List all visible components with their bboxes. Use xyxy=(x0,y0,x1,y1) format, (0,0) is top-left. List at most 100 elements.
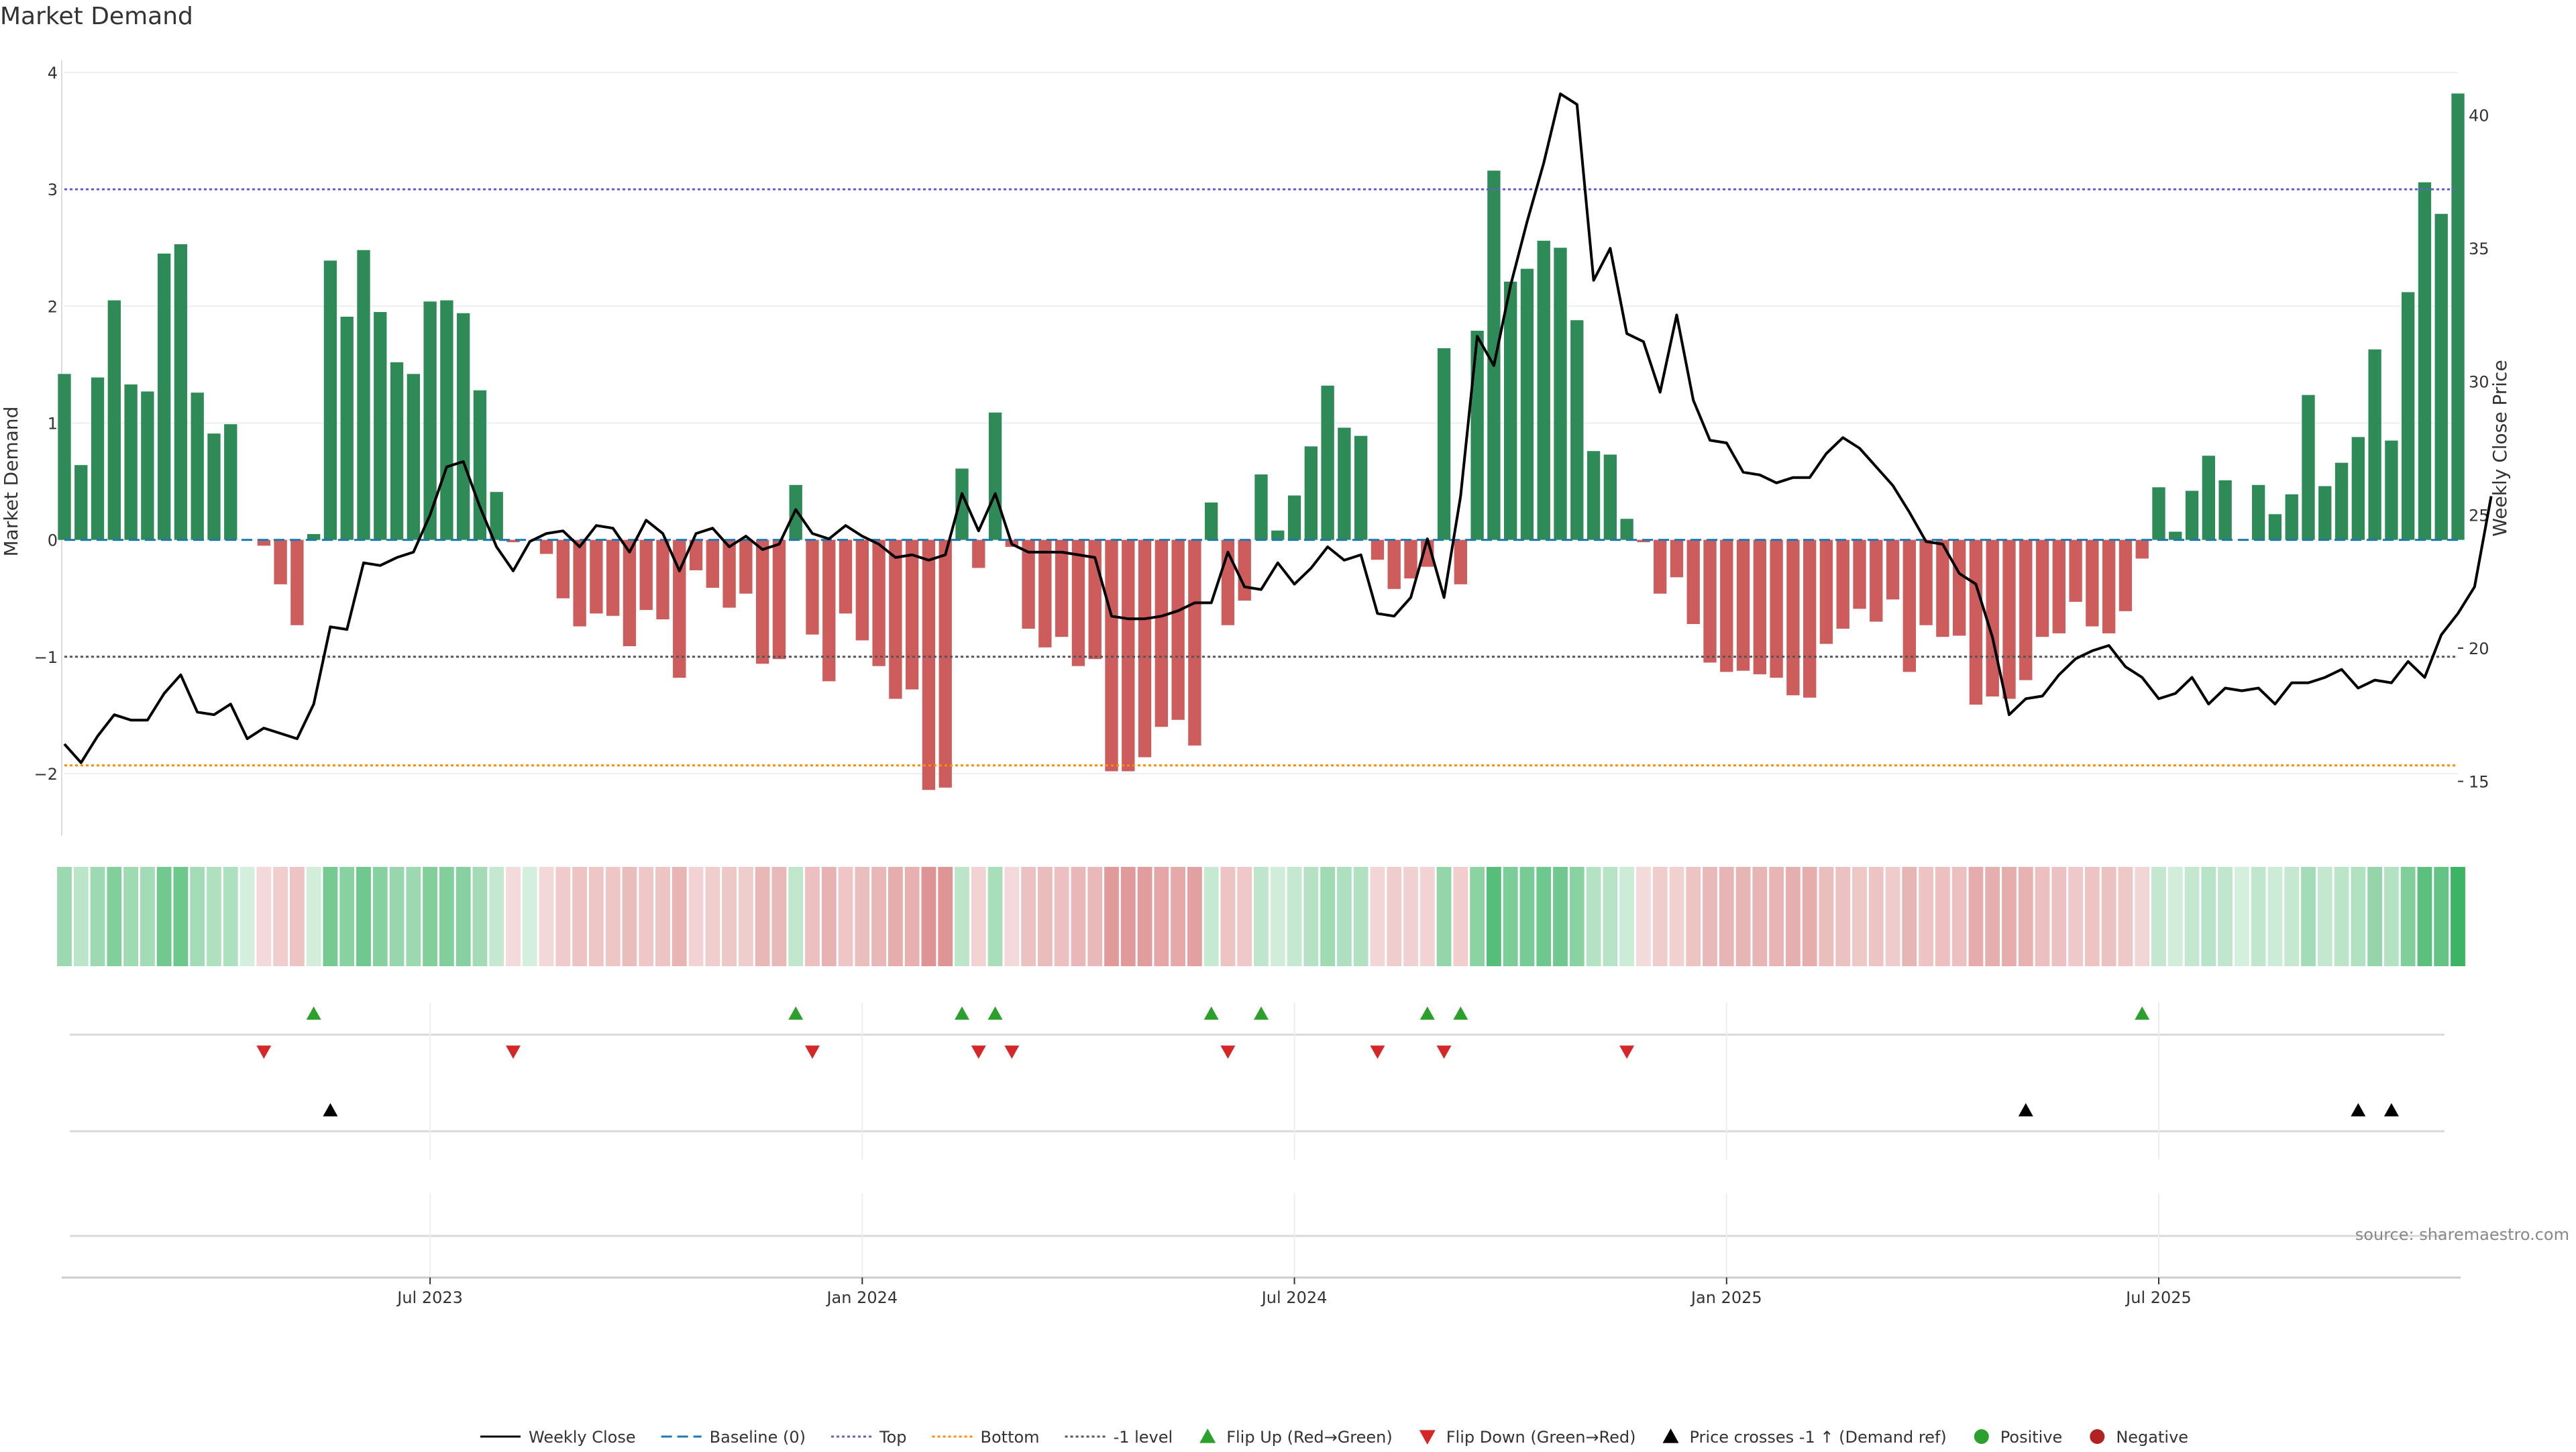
price-cross-marker xyxy=(2383,1103,2399,1117)
demand-bar xyxy=(2368,349,2381,540)
demand-bar xyxy=(2069,539,2082,602)
heat-cell xyxy=(2334,867,2349,966)
demand-bar xyxy=(407,374,420,540)
legend-swatch-positive xyxy=(1974,1429,1989,1444)
heat-cell xyxy=(2035,867,2050,966)
heat-cell xyxy=(2218,867,2233,966)
demand-bar xyxy=(573,539,586,627)
heat-cell xyxy=(1735,867,1751,966)
demand-bar xyxy=(822,539,836,682)
demand-bar xyxy=(839,539,853,614)
demand-bar xyxy=(457,313,470,540)
heat-cell xyxy=(2301,867,2316,966)
demand-bar xyxy=(590,539,603,614)
heat-cell xyxy=(455,867,471,966)
heat-cell xyxy=(423,867,438,966)
heat-cell xyxy=(1021,867,1036,966)
heat-cell xyxy=(306,867,321,966)
heat-cell xyxy=(273,867,288,966)
heat-cell xyxy=(1752,867,1768,966)
heat-cell xyxy=(2383,867,2399,966)
demand-bar xyxy=(124,384,138,540)
heat-cell xyxy=(156,867,172,966)
demand-bar xyxy=(1654,539,1667,594)
demand-bar xyxy=(722,539,736,608)
demand-bar xyxy=(1487,170,1501,540)
y-tick-label: 3 xyxy=(48,180,58,199)
flip-up-marker xyxy=(1453,1006,1468,1020)
y2-tick-label: 15 xyxy=(2469,773,2489,792)
demand-bar xyxy=(1969,539,1983,705)
demand-bar xyxy=(2019,539,2033,680)
demand-bar xyxy=(224,424,237,540)
demand-bar xyxy=(257,539,270,546)
heat-cell xyxy=(2317,867,2332,966)
flip-up-marker xyxy=(788,1006,804,1020)
heat-cell xyxy=(1004,867,1020,966)
demand-bar xyxy=(1470,330,1484,540)
heat-cell xyxy=(1619,867,1635,966)
heat-cell xyxy=(1336,867,1352,966)
demand-bar xyxy=(1387,539,1401,589)
heat-cell xyxy=(955,867,969,966)
heat-cell xyxy=(472,867,488,966)
heat-cell xyxy=(1868,867,1884,966)
heat-cell xyxy=(1087,867,1103,966)
heat-cell xyxy=(2434,867,2449,966)
heat-cell xyxy=(1951,867,1967,966)
legend-item: Flip Up (Red→Green) xyxy=(1199,1428,1393,1447)
legend-swatch-negative xyxy=(2090,1429,2105,1444)
heat-cell xyxy=(356,867,371,966)
heat-cell xyxy=(506,867,521,966)
demand-bar xyxy=(1404,539,1417,579)
demand-bar xyxy=(2451,93,2465,540)
heat-cell xyxy=(57,867,72,966)
demand-bar xyxy=(673,539,686,678)
demand-bar xyxy=(1670,539,1684,578)
demand-bar xyxy=(440,300,453,540)
heat-cell xyxy=(107,867,122,966)
heat-cell xyxy=(123,867,139,966)
y2-tick-label: 20 xyxy=(2469,639,2489,658)
heat-cell xyxy=(904,867,920,966)
demand-bar xyxy=(141,391,154,540)
y-tick-label: 0 xyxy=(48,531,58,550)
flip-down-marker xyxy=(1436,1045,1452,1059)
heat-cell xyxy=(2051,867,2067,966)
heat-cell xyxy=(2351,867,2366,966)
demand-bar xyxy=(906,539,919,690)
y2-tick-label: 30 xyxy=(2469,373,2489,392)
demand-bar xyxy=(606,539,620,616)
demand-bar xyxy=(1570,320,1584,540)
heat-cell xyxy=(1419,867,1435,966)
weekly-close-line xyxy=(63,92,2493,764)
demand-bar xyxy=(1637,539,1650,543)
demand-bar xyxy=(2334,462,2349,540)
demand-bar xyxy=(107,300,121,540)
heat-cell xyxy=(2201,867,2216,966)
heat-cell xyxy=(1719,867,1734,966)
heat-cell xyxy=(1353,867,1368,966)
demand-bar xyxy=(2152,487,2165,540)
demand-bar xyxy=(1537,240,1550,540)
demand-bar xyxy=(323,260,337,540)
heat-cell xyxy=(1237,867,1252,966)
heat-cell xyxy=(672,867,687,966)
heat-cell xyxy=(987,867,1003,966)
x-tick-label: Jan 2024 xyxy=(825,1288,898,1307)
legend: Weekly Close Baseline (0) Top Bottom -1 leve… xyxy=(480,1428,2188,1447)
heat-cell xyxy=(1403,867,1418,966)
demand-bar xyxy=(938,539,952,788)
demand-bar xyxy=(2135,539,2149,559)
y-tick-label: −1 xyxy=(34,648,58,667)
demand-bar xyxy=(1902,539,1916,672)
heat-cell xyxy=(2234,867,2249,966)
heat-cell xyxy=(207,867,221,966)
demand-bar xyxy=(972,539,985,568)
heat-cell xyxy=(1453,867,1468,966)
heat-cell xyxy=(1635,867,1651,966)
heat-cell xyxy=(1669,867,1684,966)
x-tick-label: Jul 2024 xyxy=(1260,1288,1328,1307)
demand-bar xyxy=(2185,490,2199,540)
